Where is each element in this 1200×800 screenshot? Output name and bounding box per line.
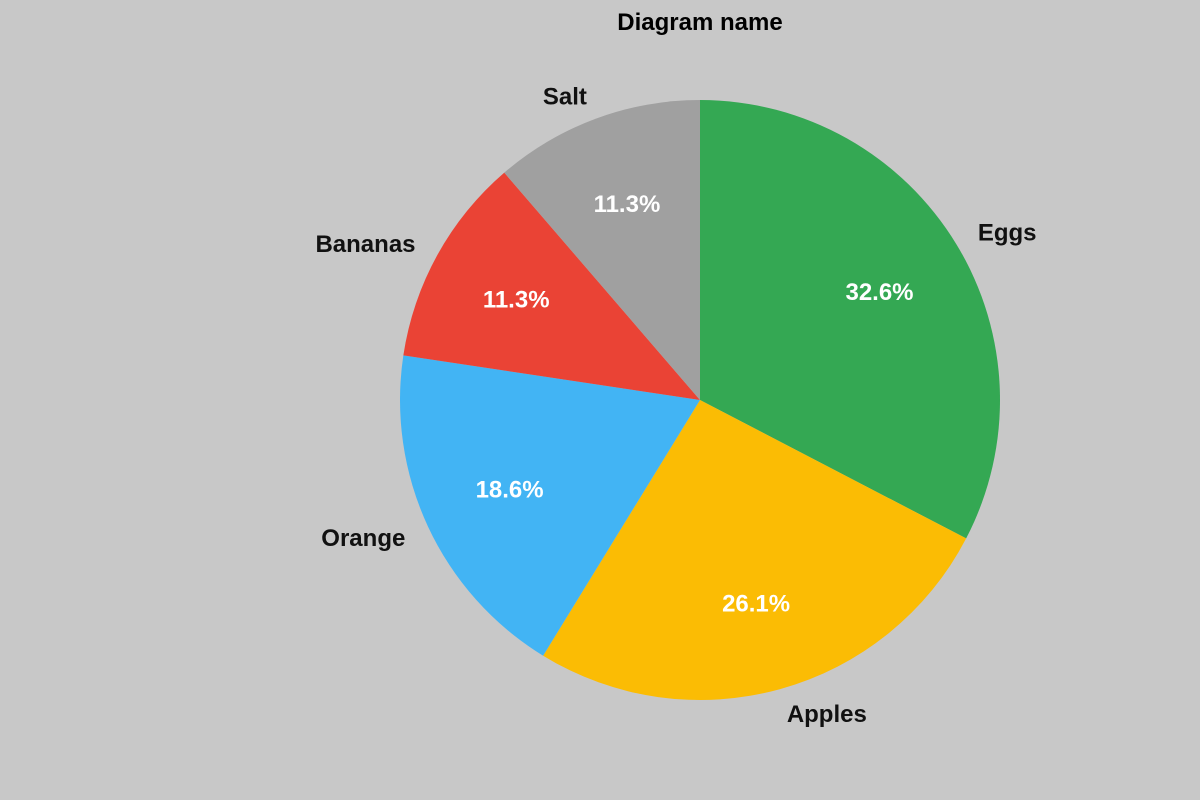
pie-pct-label-bananas: 11.3%	[483, 286, 550, 313]
pie-category-label-salt: Salt	[543, 83, 587, 110]
pie-pct-label-eggs: 32.6%	[845, 279, 913, 306]
pie-slice-salt	[504, 100, 700, 400]
pie-pct-label-salt: 11.3%	[594, 191, 661, 218]
pie-slice-eggs	[700, 100, 1000, 539]
pie-category-label-eggs: Eggs	[978, 219, 1037, 246]
pie-category-label-orange: Orange	[321, 525, 405, 552]
pie-category-label-bananas: Bananas	[315, 231, 415, 258]
chart-title: Diagram name	[617, 9, 782, 36]
pie-slice-apples	[543, 400, 967, 700]
pie-category-label-apples: Apples	[787, 701, 867, 728]
pie-labels: 32.6% Eggs 26.1% Apples 18.6% Orange 11.3% Bana…	[315, 83, 1036, 728]
pie-slice-orange	[400, 355, 700, 656]
pie-pct-label-orange: 18.6%	[476, 477, 544, 504]
pie-pct-label-apples: 26.1%	[722, 590, 790, 617]
pie-slice-bananas	[403, 172, 700, 400]
pie-slices	[400, 100, 1000, 700]
